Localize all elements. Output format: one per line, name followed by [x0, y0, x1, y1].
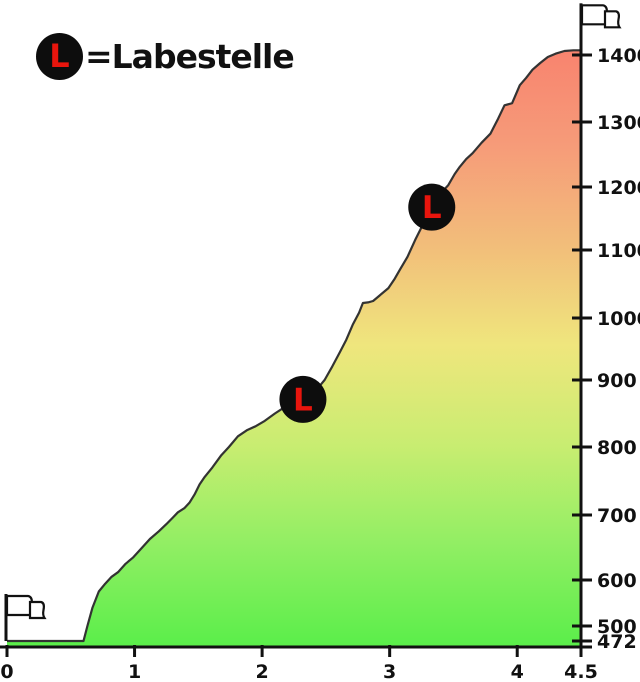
y-axis-tick-label: 600 [597, 570, 637, 592]
y-axis-tick-label: 800 [597, 437, 637, 459]
y-axis-tick-label: 1300 [597, 112, 640, 134]
y-axis-tick-label: 1100 [597, 240, 640, 262]
y-axis-tick-label: 500 [597, 616, 637, 638]
legend: L =Labestelle [36, 33, 295, 80]
x-axis-tick-label: 2 [255, 661, 268, 682]
x-axis-tick-label: 4 [511, 661, 524, 682]
x-axis-tick-label: 0 [0, 661, 13, 682]
start-flag-icon [4, 594, 47, 641]
y-axis-tick-label: 1200 [597, 177, 640, 199]
legend-label: =Labestelle [85, 37, 295, 76]
y-axis-tick-label: 1400 [597, 45, 640, 67]
labestelle-marker: L [279, 375, 327, 423]
labestelle-marker-icon: L [36, 33, 83, 80]
y-axis-tick-label: 1000 [597, 308, 640, 330]
x-axis-tick-label: 3 [383, 661, 396, 682]
y-axis-tick-label: 700 [597, 505, 637, 527]
finish-flag-icon [579, 3, 622, 51]
x-axis-tick-label: 1 [128, 661, 141, 682]
elevation-area [7, 50, 581, 648]
elevation-line [7, 49, 581, 643]
labestelle-marker: L [408, 183, 456, 231]
y-axis-tick-label: 900 [597, 370, 637, 392]
labestelle-marker-letter: L [293, 382, 313, 418]
y-axis-tick-label: 472 [597, 631, 637, 653]
x-axis-tick-label: 4.5 [564, 661, 598, 682]
labestelle-marker-letter: L [422, 190, 442, 226]
